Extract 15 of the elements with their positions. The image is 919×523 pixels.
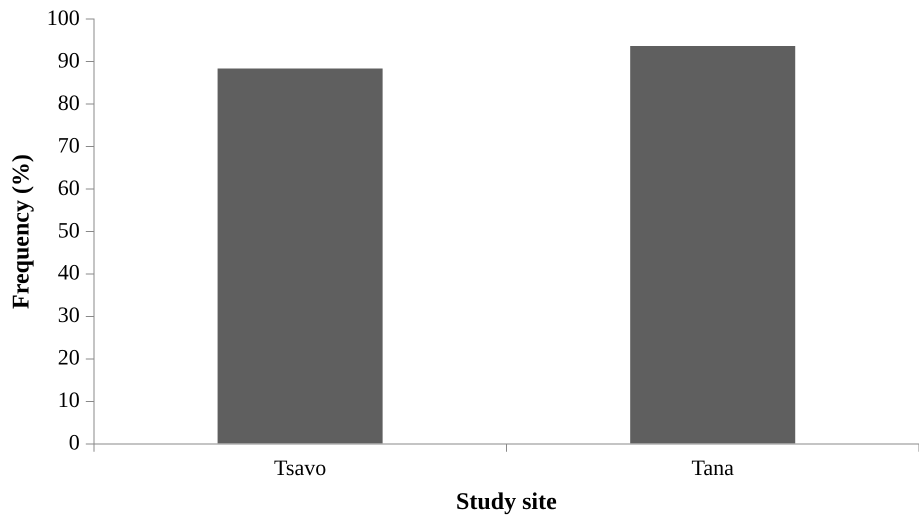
y-tick-label: 70 — [58, 132, 80, 158]
x-axis-title: Study site — [456, 488, 558, 515]
y-tick-label: 80 — [58, 90, 80, 115]
y-tick-label: 50 — [58, 217, 80, 242]
y-tick-label: 30 — [58, 302, 80, 328]
y-axis-title: Frequency (%) — [8, 154, 35, 309]
y-tick-label: 100 — [46, 4, 80, 30]
x-tick-label: Tana — [691, 454, 734, 480]
y-tick-label: 90 — [58, 47, 80, 72]
y-tick-label: 10 — [58, 387, 80, 412]
y-tick-label: 0 — [68, 430, 80, 455]
y-tick-label: 40 — [58, 260, 80, 285]
y-tick-label: 60 — [58, 174, 80, 200]
x-tick-label: Tsavo — [274, 454, 326, 480]
y-tick-label: 20 — [58, 344, 80, 370]
